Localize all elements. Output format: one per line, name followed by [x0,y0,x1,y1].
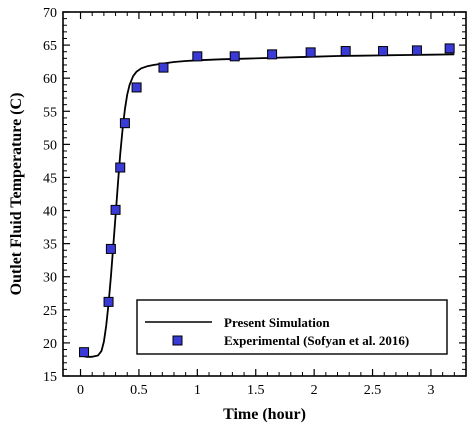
y-tick-label: 50 [43,138,57,153]
experimental-point [115,162,126,173]
legend-box [136,299,448,355]
tick-labels-layer: 0 0.5 1 1.5 2 2.5 3 15 20 25 30 35 40 45 50 55 60 65 70 [43,6,434,398]
x-tick-label: 0 [77,383,84,398]
y-tick-label: 20 [43,337,57,352]
legend-label-simulation: Present Simulation [224,315,330,330]
experimental-point [267,49,278,60]
y-tick-label: 60 [43,72,57,87]
x-tick-label: 2.5 [364,383,382,398]
x-axis-label: Time (hour) [223,406,306,423]
x-tick-label: 0.5 [130,383,148,398]
y-tick-label: 40 [43,205,57,220]
experimental-point [444,43,455,54]
y-tick-label: 30 [43,271,57,286]
experimental-point [79,347,90,358]
experimental-point [105,243,116,254]
legend: Present Simulation Experimental (Sofyan … [136,299,448,355]
y-tick-label: 15 [43,370,57,385]
y-tick-label: 25 [43,304,57,319]
x-tick-label: 3 [427,383,434,398]
experimental-point [229,51,240,62]
experimental-point [158,62,169,73]
experimental-point [378,46,389,57]
y-tick-label: 65 [43,39,57,54]
series-layer [79,43,455,358]
x-tick-label: 1 [194,383,201,398]
experimental-point [411,45,422,56]
legend-marker-sample [172,335,183,346]
experimental-point [119,118,130,129]
experimental-point [340,46,351,57]
x-tick-label: 1.5 [247,383,265,398]
plot-frame [62,11,467,377]
y-tick-label: 70 [43,6,57,21]
experimental-point [103,296,114,307]
x-tick-label: 2 [311,383,318,398]
y-tick-label: 45 [43,171,57,186]
experimental-point [305,47,316,58]
y-tick-label: 35 [43,238,57,253]
y-axis-label: Outlet Fluid Temperature (C) [8,93,25,296]
experimental-point [192,51,203,62]
experimental-point [131,82,142,93]
y-tick-label: 55 [43,105,57,120]
legend-label-experimental: Experimental (Sofyan et al. 2016) [224,333,409,348]
experimental-point [110,204,121,215]
